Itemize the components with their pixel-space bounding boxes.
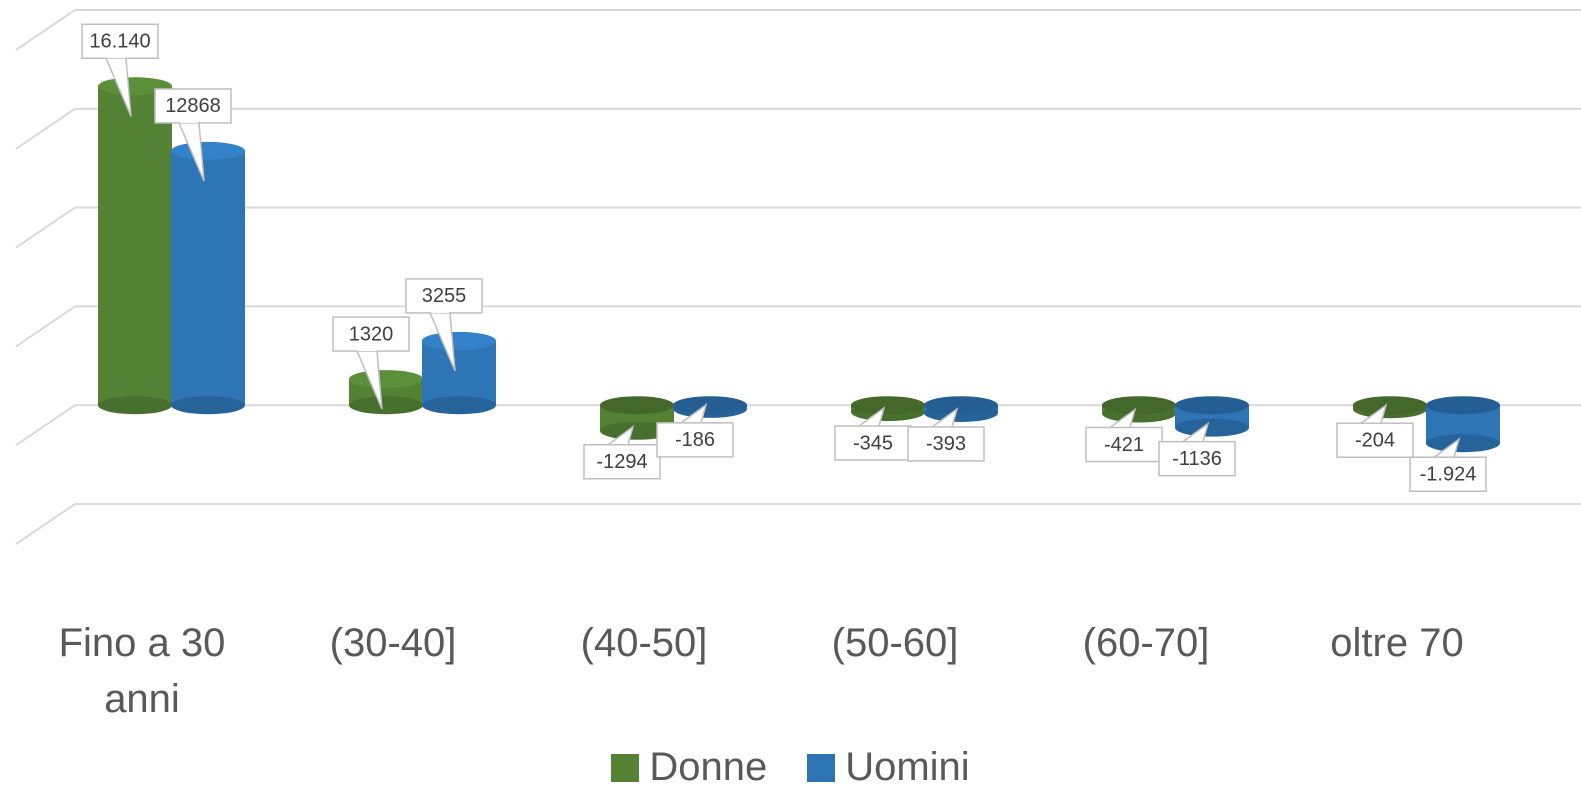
bar-top: [349, 370, 423, 389]
bar-base: [1426, 434, 1500, 453]
callout-cover: [431, 310, 449, 313]
callout-pointer: [607, 424, 635, 446]
bar-top: [600, 396, 674, 415]
callout-pointer: [105, 57, 132, 117]
callout-box: [907, 426, 985, 462]
callout-cover: [1111, 428, 1129, 431]
callout-box: [405, 278, 483, 314]
callout-cover: [180, 120, 198, 123]
legend-label: Donne: [649, 745, 768, 789]
data-label: -186: [675, 429, 715, 451]
callout-pointer: [178, 122, 205, 182]
callout-pointer: [356, 350, 383, 410]
bar-base: [171, 396, 245, 415]
x-tick-label: (50-60]: [831, 621, 959, 665]
callout-box: [332, 316, 410, 352]
callout-pointer: [1360, 403, 1388, 424]
callout-cover: [1435, 458, 1453, 461]
data-label: 16.140: [89, 31, 150, 53]
callout-box: [583, 444, 661, 480]
data-label: -1294: [596, 451, 647, 473]
callout-cover: [358, 349, 376, 352]
bar: [171, 150, 245, 406]
bar-top: [1175, 396, 1249, 415]
callout-cover: [1184, 442, 1202, 445]
data-label: -345: [853, 432, 893, 454]
bar-base: [1175, 418, 1249, 437]
callout-box: [656, 422, 734, 458]
data-label: -421: [1104, 434, 1144, 456]
callout-box: [1409, 456, 1487, 492]
data-label: -204: [1355, 430, 1395, 452]
callout-pointer: [1182, 421, 1210, 443]
bar: [422, 340, 496, 406]
bar-top: [171, 141, 245, 160]
data-label: -1136: [1172, 448, 1222, 470]
bar-base: [349, 396, 423, 415]
callout-cover: [860, 427, 878, 430]
legend: Donne Uomini: [0, 745, 1581, 790]
bar-base: [422, 396, 496, 415]
bar-top: [673, 396, 747, 415]
callout-box: [834, 425, 912, 461]
callout-pointer: [1109, 407, 1137, 429]
callout-box: [1158, 440, 1236, 477]
callout-box: [1336, 422, 1414, 458]
callout-pointer: [1433, 437, 1461, 458]
data-label: -1.924: [1420, 463, 1477, 485]
callout-cover: [682, 423, 700, 426]
bar-top: [1102, 396, 1176, 415]
x-tick-label: (60-70]: [1082, 621, 1210, 665]
data-label: 3255: [422, 285, 467, 307]
x-tick-label: oltre 70: [1330, 621, 1464, 665]
callout-cover: [1362, 424, 1380, 427]
bar-top: [1353, 396, 1427, 415]
legend-swatch: [611, 753, 640, 782]
grid-line: [15, 9, 76, 51]
grid-line: [15, 503, 76, 545]
grid-line: [15, 305, 76, 348]
callout-cover: [609, 445, 627, 448]
x-tick-label: (40-50]: [580, 621, 708, 665]
bar-top: [422, 331, 496, 350]
callout-cover: [933, 427, 951, 430]
bar-top: [1426, 396, 1500, 415]
grid-line: [15, 107, 76, 150]
callout-pointer: [680, 403, 708, 424]
x-tick-label: Fino a 30 anni: [58, 621, 226, 721]
callout-box: [1085, 426, 1163, 463]
bar-top: [924, 396, 998, 415]
callout-cover: [107, 56, 125, 59]
grid-line: [15, 206, 76, 249]
grid-line: [15, 404, 76, 447]
callout-pointer: [858, 406, 886, 427]
callout-pointer: [429, 312, 456, 372]
legend-swatch: [807, 753, 836, 782]
bar-base: [98, 396, 172, 415]
data-label: 1320: [349, 323, 394, 345]
callout-pointer: [931, 407, 959, 428]
bar-base: [600, 421, 674, 440]
data-label: 12868: [165, 95, 221, 117]
x-tick-label: (30-40]: [329, 621, 457, 665]
data-label: -393: [926, 433, 966, 455]
legend-item: Uomini: [807, 745, 970, 790]
legend-item: Donne: [611, 745, 767, 790]
legend-label: Uomini: [845, 745, 970, 789]
bar: [98, 86, 172, 406]
bar-top: [851, 396, 925, 415]
callout-box: [81, 23, 159, 60]
